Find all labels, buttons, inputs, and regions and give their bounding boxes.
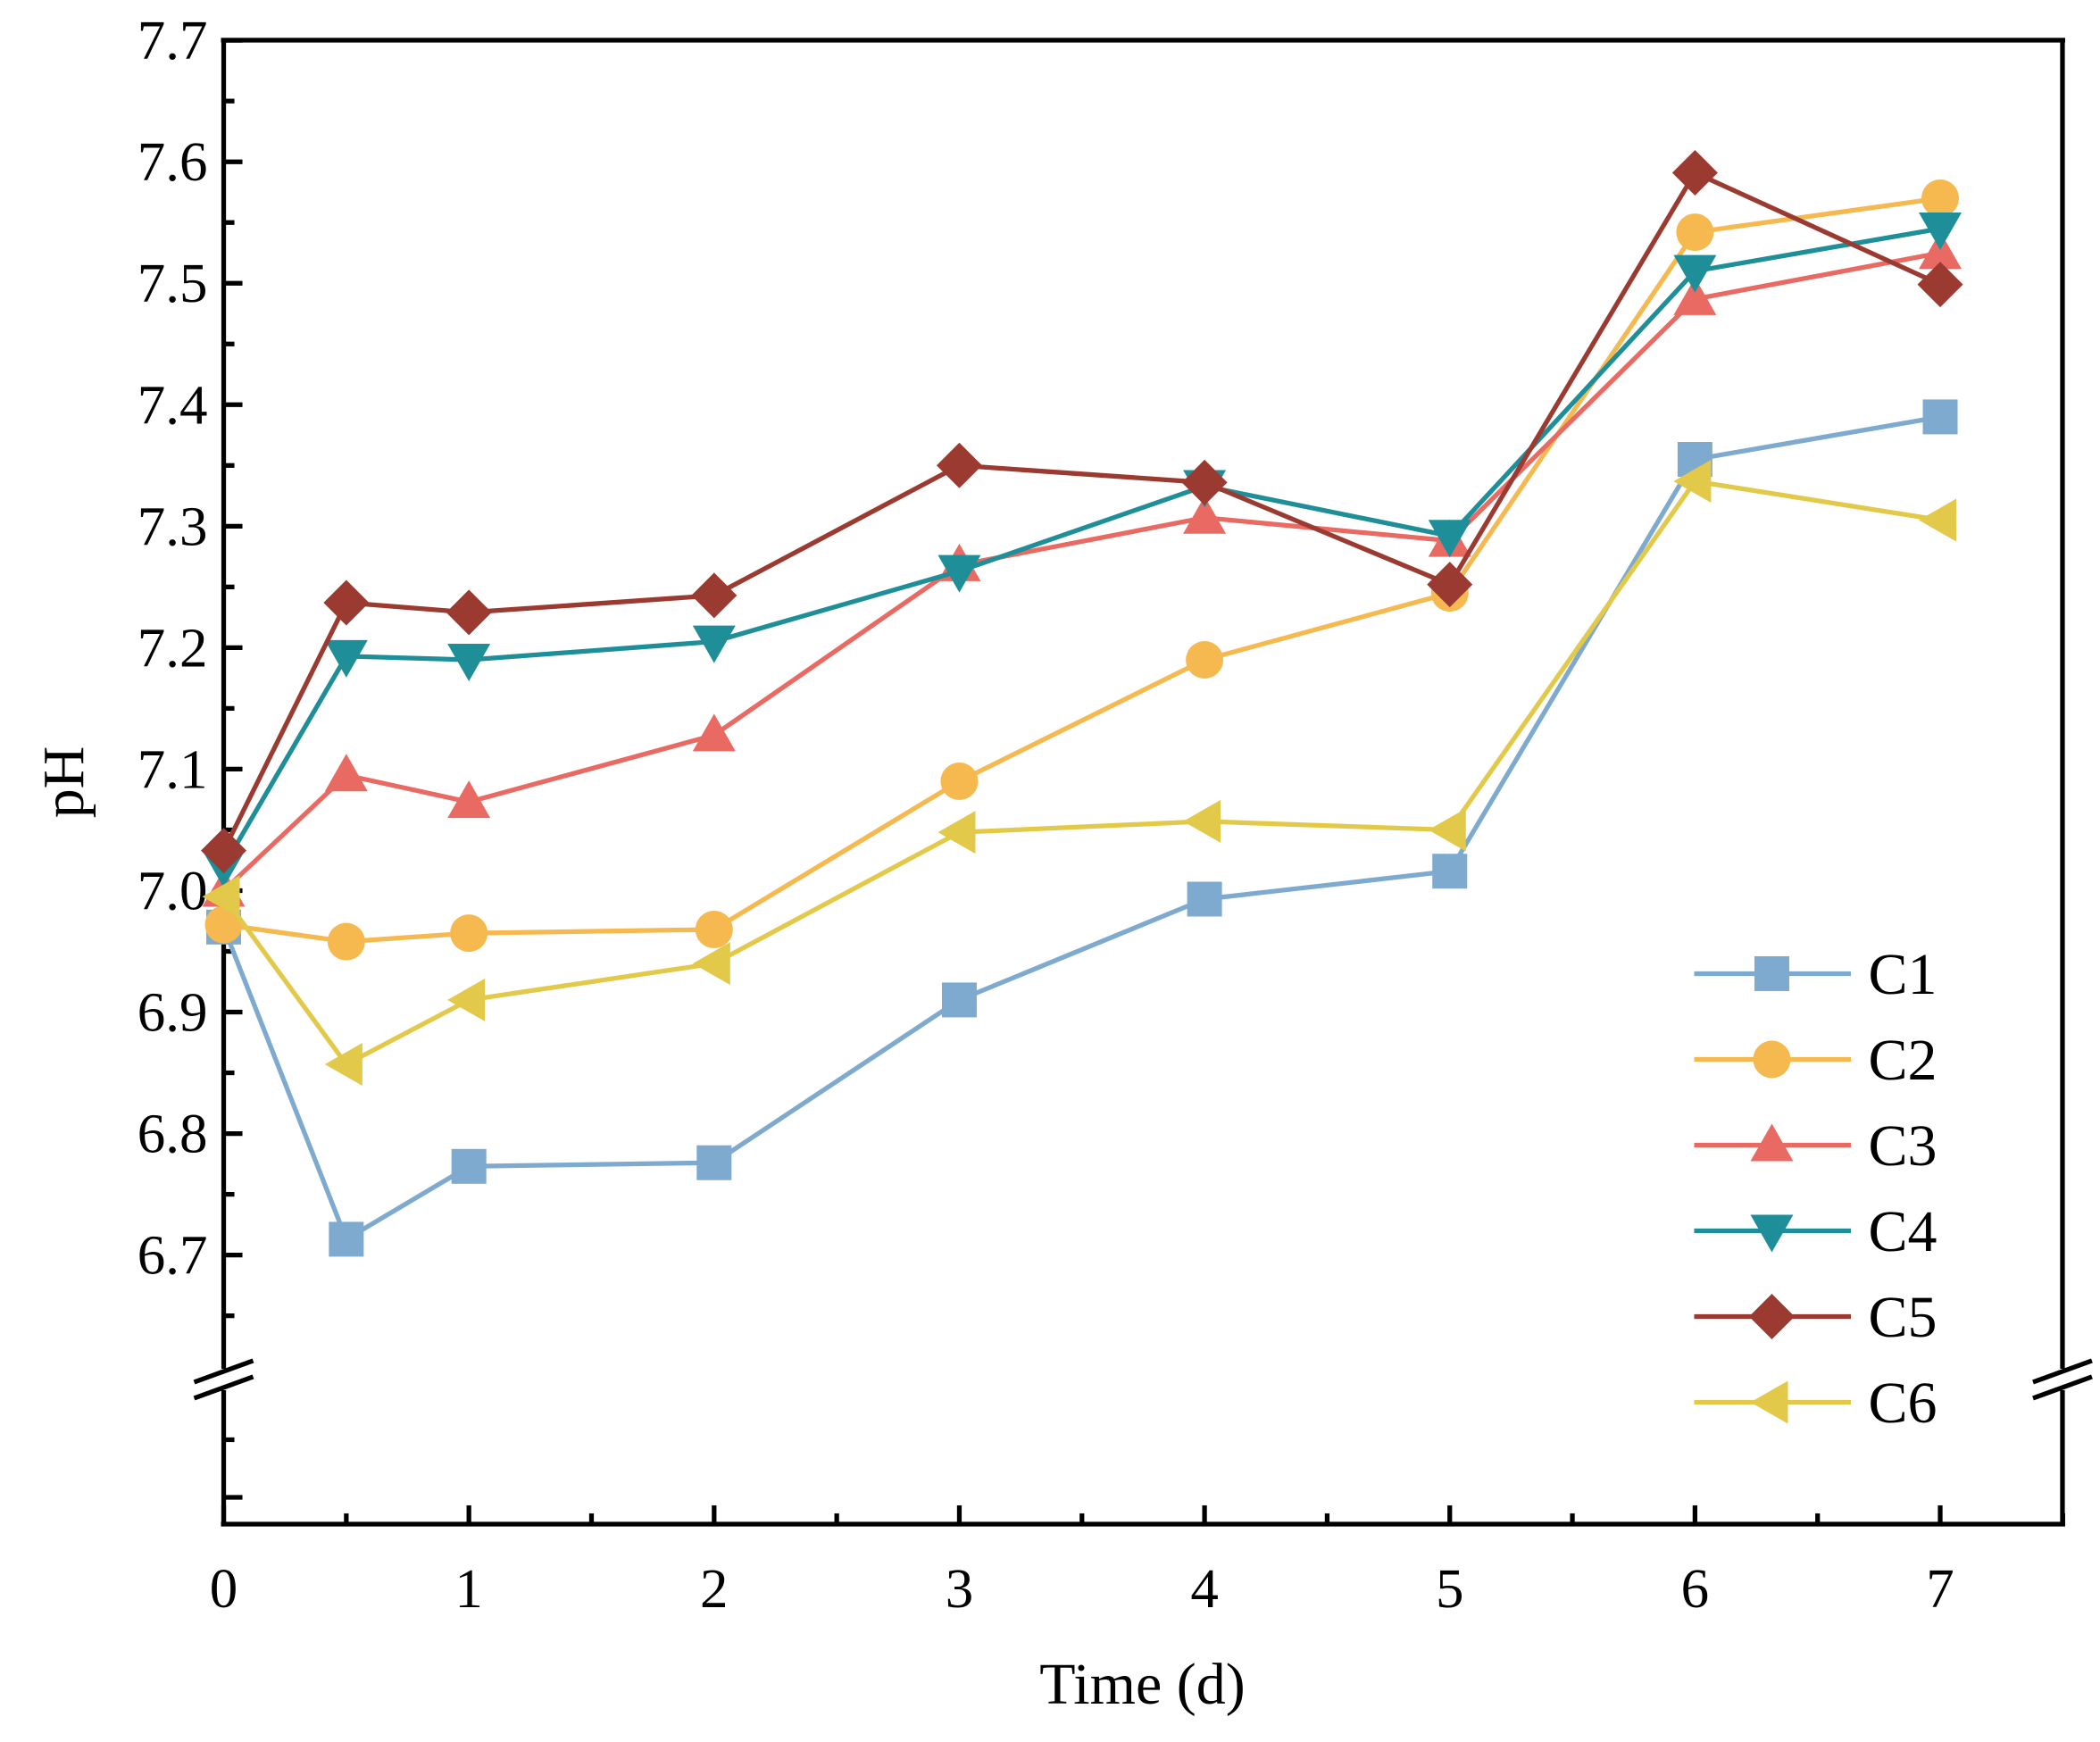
- legend-item-c4: C4: [1694, 1199, 1937, 1264]
- data-point-c4: [447, 643, 491, 681]
- legend-label: C3: [1868, 1113, 1937, 1179]
- axis-break-mark: [2032, 1358, 2093, 1385]
- series-line-c3: [221, 250, 1941, 893]
- legend-item-c5: C5: [1694, 1285, 1937, 1350]
- legend-label: C5: [1868, 1285, 1937, 1350]
- data-point-c5: [1917, 262, 1963, 308]
- y-tick-label: 7.4: [138, 373, 208, 436]
- data-point-c5: [691, 572, 738, 619]
- data-point-c6: [447, 978, 486, 1021]
- legend-label: C6: [1868, 1371, 1937, 1436]
- series-line-c6: [221, 479, 1941, 1068]
- data-point-c2: [450, 914, 488, 953]
- axis-break-mark: [193, 1358, 254, 1385]
- x-tick-label: 6: [1681, 1557, 1710, 1620]
- data-point-c5: [446, 589, 492, 636]
- data-point-c1: [941, 982, 977, 1018]
- x-tick-label: 5: [1436, 1557, 1464, 1620]
- y-tick-label: 7.5: [138, 252, 208, 314]
- data-point-c1: [329, 1221, 364, 1257]
- data-point-c2: [204, 905, 243, 944]
- legend: C1 C2 C3 C4 C5 C6: [1694, 942, 1937, 1436]
- y-tick-label: 6.7: [138, 1224, 208, 1287]
- data-point-c6: [1183, 799, 1221, 843]
- data-point-c6: [1428, 808, 1466, 852]
- data-point-c6: [324, 1043, 362, 1087]
- legend-marker: [1750, 1214, 1794, 1253]
- data-point-c4: [692, 625, 736, 663]
- legend-label: C1: [1868, 942, 1937, 1007]
- x-tick-label: 2: [700, 1557, 729, 1620]
- x-tick-label: 4: [1190, 1557, 1219, 1620]
- data-point-c3: [324, 754, 368, 792]
- legend-marker: [1753, 1040, 1791, 1079]
- series-c2: [204, 179, 1960, 961]
- y-axis-label: pH: [31, 746, 96, 819]
- data-point-c1: [1432, 854, 1468, 889]
- data-point-c2: [695, 911, 733, 949]
- x-axis-label: Time (d): [1039, 1652, 1245, 1717]
- series-line-c5: [221, 170, 1942, 852]
- data-point-c2: [327, 922, 365, 961]
- data-point-c1: [451, 1148, 487, 1184]
- data-point-c2: [1676, 213, 1714, 252]
- data-point-c3: [1919, 231, 1962, 270]
- legend-marker: [1748, 1293, 1795, 1339]
- data-point-c4: [1673, 254, 1717, 293]
- data-point-c3: [447, 780, 491, 819]
- legend-label: C2: [1868, 1028, 1937, 1093]
- legend-marker: [1750, 1123, 1794, 1162]
- data-point-c5: [936, 442, 982, 488]
- data-point-c6: [1919, 498, 1957, 542]
- y-tick-label: 7.6: [138, 130, 208, 193]
- data-point-c2: [940, 763, 979, 801]
- data-point-c1: [1922, 399, 1958, 435]
- data-point-c4: [938, 554, 981, 593]
- data-point-c5: [1671, 149, 1718, 196]
- legend-marker: [1750, 1380, 1788, 1424]
- series-c3: [202, 231, 1962, 907]
- y-tick-label: 7.1: [138, 738, 208, 800]
- data-point-c1: [1187, 881, 1222, 917]
- data-point-c6: [1673, 459, 1712, 503]
- data-point-c2: [1186, 640, 1224, 679]
- y-tick-label: 7.3: [138, 495, 208, 557]
- series-group: [201, 149, 1963, 1257]
- x-tick-label: 1: [454, 1557, 483, 1620]
- x-tick-label: 3: [946, 1557, 974, 1620]
- x-tick-label: 7: [1926, 1557, 1954, 1620]
- axis-break-mark: [2032, 1374, 2093, 1401]
- legend-item-c1: C1: [1694, 942, 1937, 1007]
- y-tick-label: 7.0: [138, 859, 208, 921]
- legend-item-c6: C6: [1694, 1371, 1937, 1436]
- series-c6: [202, 459, 1957, 1087]
- axis-break-mark: [193, 1374, 254, 1401]
- data-point-c4: [324, 639, 368, 678]
- data-point-c5: [1181, 459, 1228, 505]
- y-tick-label: 6.8: [138, 1103, 208, 1165]
- data-point-c6: [692, 942, 730, 986]
- legend-marker: [1754, 955, 1789, 991]
- data-point-c1: [696, 1145, 732, 1180]
- data-point-c5: [323, 579, 370, 626]
- data-point-c3: [1673, 277, 1717, 315]
- series-line-c4: [221, 226, 1941, 868]
- y-tick-label: 7.7: [138, 9, 208, 71]
- data-point-c4: [1919, 213, 1962, 251]
- data-point-c3: [1183, 496, 1227, 534]
- x-tick-label: 0: [210, 1557, 238, 1620]
- legend-item-c3: C3: [1694, 1113, 1937, 1179]
- data-point-c6: [202, 875, 240, 919]
- data-point-c4: [1428, 520, 1471, 558]
- data-point-c3: [692, 713, 736, 752]
- legend-item-c2: C2: [1694, 1028, 1937, 1093]
- data-point-c2: [1921, 179, 1960, 218]
- y-tick-label: 6.9: [138, 981, 208, 1044]
- y-tick-label: 7.2: [138, 616, 208, 679]
- axes: 6.7 6.8 6.9 7.0 7.1 7.2 7.3 7.4 7.5 7.6 7.7 0 1 2 3 4 5 6…: [138, 9, 2093, 1620]
- data-point-c6: [938, 811, 976, 854]
- legend-label: C4: [1868, 1199, 1937, 1264]
